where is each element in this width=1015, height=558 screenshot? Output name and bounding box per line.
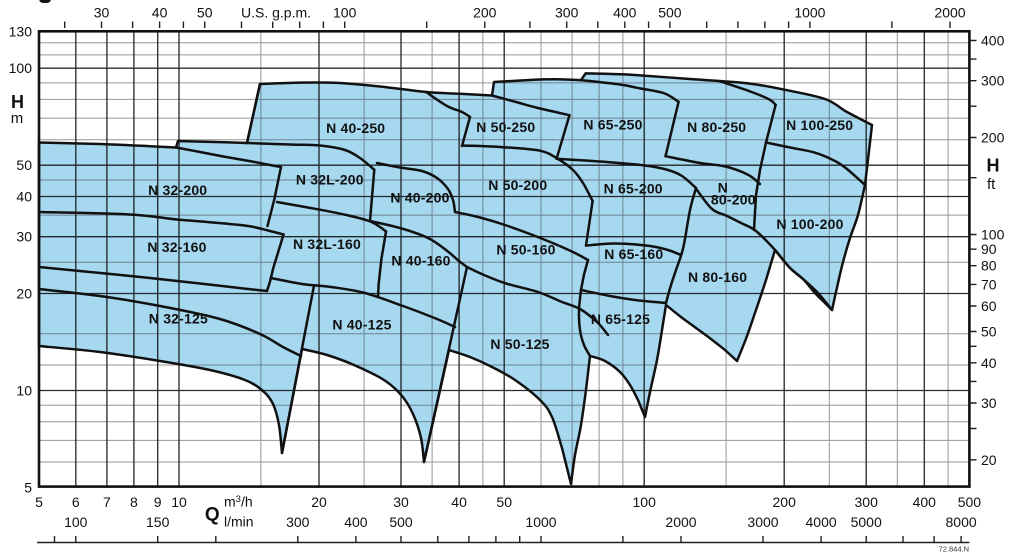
svg-text:60: 60 <box>981 298 997 314</box>
svg-text:3000: 3000 <box>747 514 778 530</box>
svg-text:8: 8 <box>130 494 138 510</box>
svg-text:7: 7 <box>103 494 111 510</box>
svg-text:N 50-160: N 50-160 <box>496 241 555 257</box>
svg-text:20: 20 <box>981 452 997 468</box>
svg-text:300: 300 <box>555 5 579 21</box>
svg-text:6: 6 <box>72 494 80 510</box>
svg-text:10: 10 <box>171 494 187 510</box>
svg-text:80: 80 <box>981 258 997 274</box>
svg-text:300: 300 <box>286 514 310 530</box>
svg-text:N 65-250: N 65-250 <box>583 117 642 133</box>
svg-text:150: 150 <box>146 514 170 530</box>
svg-text:Q: Q <box>205 505 220 526</box>
svg-text:5: 5 <box>35 494 43 510</box>
svg-text:300: 300 <box>981 73 1005 89</box>
svg-text:N: N <box>718 180 728 196</box>
svg-text:400: 400 <box>613 5 637 21</box>
svg-text:N 65-200: N 65-200 <box>604 180 663 196</box>
svg-text:30: 30 <box>94 5 110 21</box>
svg-text:40: 40 <box>981 355 997 371</box>
svg-text:N 40-250: N 40-250 <box>326 120 385 136</box>
svg-text:H: H <box>11 92 24 112</box>
svg-text:40: 40 <box>152 5 168 21</box>
svg-text:500: 500 <box>389 514 413 530</box>
svg-text:N 80-250: N 80-250 <box>687 119 746 135</box>
svg-text:m: m <box>11 110 23 127</box>
svg-text:10: 10 <box>16 383 32 399</box>
svg-text:N 40-125: N 40-125 <box>332 316 391 332</box>
svg-text:N 50-200: N 50-200 <box>488 177 547 193</box>
svg-text:N 32-160: N 32-160 <box>147 239 206 255</box>
svg-text:N 40-200: N 40-200 <box>390 189 449 205</box>
svg-text:90: 90 <box>981 241 997 257</box>
svg-text:200: 200 <box>473 5 497 21</box>
svg-text:N 50-125: N 50-125 <box>490 336 549 352</box>
svg-text:N 80-160: N 80-160 <box>688 269 747 285</box>
svg-text:N 65-160: N 65-160 <box>604 246 663 262</box>
svg-text:50: 50 <box>496 494 512 510</box>
svg-text:100: 100 <box>633 494 657 510</box>
svg-text:200: 200 <box>981 130 1005 146</box>
svg-text:50: 50 <box>197 5 213 21</box>
svg-text:N 50-250: N 50-250 <box>476 119 535 135</box>
svg-text:30: 30 <box>981 395 997 411</box>
svg-text:N 65-125: N 65-125 <box>591 311 650 327</box>
svg-text:N 100-200: N 100-200 <box>776 216 843 232</box>
svg-text:ft: ft <box>987 176 996 193</box>
svg-text:70: 70 <box>981 276 997 292</box>
svg-text:N 32-200: N 32-200 <box>148 182 207 198</box>
svg-text:200: 200 <box>773 494 797 510</box>
svg-text:2000: 2000 <box>665 514 696 530</box>
svg-text:N 32L-160: N 32L-160 <box>293 236 361 252</box>
svg-text:5: 5 <box>24 480 32 496</box>
svg-text:m3/h: m3/h <box>224 494 253 510</box>
svg-text:4000: 4000 <box>806 514 837 530</box>
svg-text:N 32L-200: N 32L-200 <box>296 172 364 188</box>
svg-text:H: H <box>987 156 1000 176</box>
svg-text:2000: 2000 <box>934 5 965 21</box>
svg-text:1000: 1000 <box>794 5 825 21</box>
svg-text:400: 400 <box>981 33 1005 49</box>
svg-text:100: 100 <box>981 227 1005 243</box>
svg-text:U.S. g.p.m.: U.S. g.p.m. <box>241 5 311 21</box>
svg-text:5000: 5000 <box>851 514 882 530</box>
svg-text:50: 50 <box>981 324 997 340</box>
svg-text:N 100-250: N 100-250 <box>786 117 853 133</box>
svg-text:1000: 1000 <box>525 514 556 530</box>
svg-text:100: 100 <box>64 514 88 530</box>
svg-text:100: 100 <box>9 60 33 76</box>
svg-text:80-200: 80-200 <box>711 192 756 208</box>
svg-text:100: 100 <box>333 5 357 21</box>
svg-text:9: 9 <box>154 494 162 510</box>
svg-text:50: 50 <box>16 157 32 173</box>
svg-text:72.844.N: 72.844.N <box>939 545 969 554</box>
svg-text:40: 40 <box>16 189 32 205</box>
svg-text:300: 300 <box>855 494 879 510</box>
svg-text:130: 130 <box>9 24 33 40</box>
svg-text:20: 20 <box>16 286 32 302</box>
svg-text:500: 500 <box>658 5 682 21</box>
svg-text:30: 30 <box>393 494 409 510</box>
svg-text:N 40-160: N 40-160 <box>391 252 450 268</box>
svg-text:40: 40 <box>451 494 467 510</box>
svg-text:N 32-125: N 32-125 <box>149 310 208 326</box>
svg-text:8000: 8000 <box>946 514 977 530</box>
svg-text:30: 30 <box>16 229 32 245</box>
svg-text:20: 20 <box>311 494 327 510</box>
svg-text:400: 400 <box>913 494 937 510</box>
svg-text:500: 500 <box>958 494 982 510</box>
svg-text:400: 400 <box>344 514 368 530</box>
svg-text:l/min: l/min <box>224 514 254 530</box>
